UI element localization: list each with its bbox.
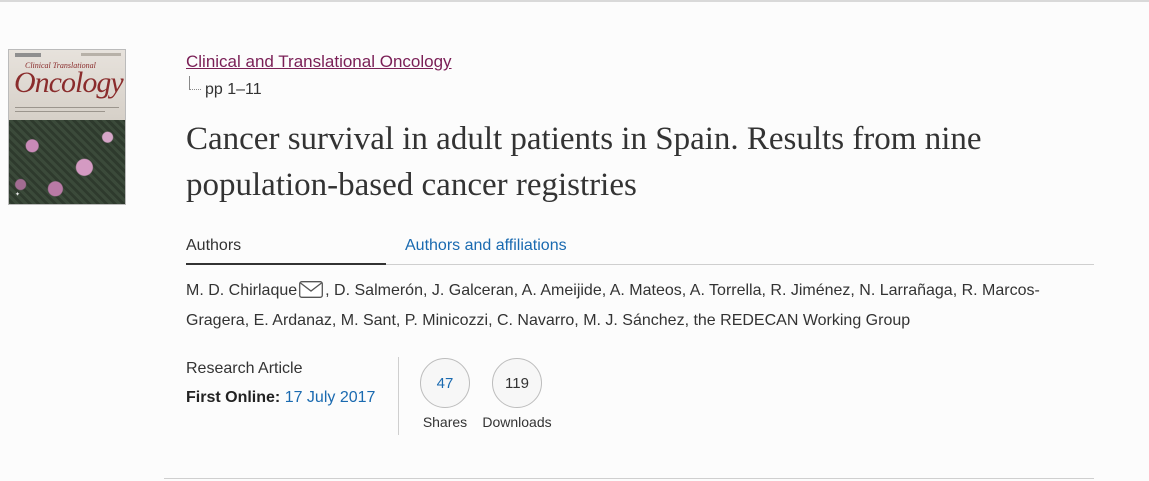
author-name[interactable]: M. D. Chirlaque <box>186 282 298 299</box>
journal-link[interactable]: Clinical and Translational Oncology <box>186 52 452 71</box>
shares-metric[interactable]: 47 Shares <box>420 358 470 430</box>
tree-connector-icon <box>189 76 201 90</box>
author-tabs: Authors Authors and affiliations <box>186 235 1094 265</box>
author-list: M. D. Chirlaque, D. Salmerón, J. Galcera… <box>186 277 1086 334</box>
tab-authors-and-affiliations[interactable]: Authors and affiliations <box>405 237 567 254</box>
journal-cover-image[interactable]: Clinical Translational Oncology ✦ <box>8 49 126 205</box>
cover-header-band <box>9 50 125 120</box>
page-range: pp 1–11 <box>205 81 262 98</box>
article-type: Research Article <box>186 360 303 377</box>
first-online-date[interactable]: 17 July 2017 <box>284 389 376 406</box>
cover-decoration <box>15 53 41 57</box>
bottom-divider <box>164 478 1094 479</box>
shares-label: Shares <box>422 414 468 430</box>
cover-artwork <box>9 120 125 204</box>
cover-title: Oncology <box>14 66 124 99</box>
cover-decoration <box>81 53 121 56</box>
vertical-divider <box>398 357 399 435</box>
shares-count[interactable]: 47 <box>420 358 470 408</box>
downloads-count: 119 <box>492 358 542 408</box>
top-divider <box>0 0 1149 2</box>
article-title: Cancer survival in adult patients in Spa… <box>186 121 982 203</box>
cover-text-line <box>15 107 119 108</box>
downloads-metric: 119 Downloads <box>481 358 553 430</box>
cover-subtitle: Clinical Translational <box>25 61 96 70</box>
downloads-label: Downloads <box>482 414 552 430</box>
mail-icon[interactable] <box>299 280 324 307</box>
first-online: First Online: 17 July 2017 <box>186 389 375 407</box>
first-online-label: First Online: <box>186 389 281 406</box>
tab-authors[interactable]: Authors <box>186 235 386 265</box>
cover-text-line <box>15 111 105 112</box>
author-names-rest: , D. Salmerón, J. Galceran, A. Ameijide,… <box>186 282 1040 329</box>
springer-logo-icon: ✦ <box>15 192 21 198</box>
